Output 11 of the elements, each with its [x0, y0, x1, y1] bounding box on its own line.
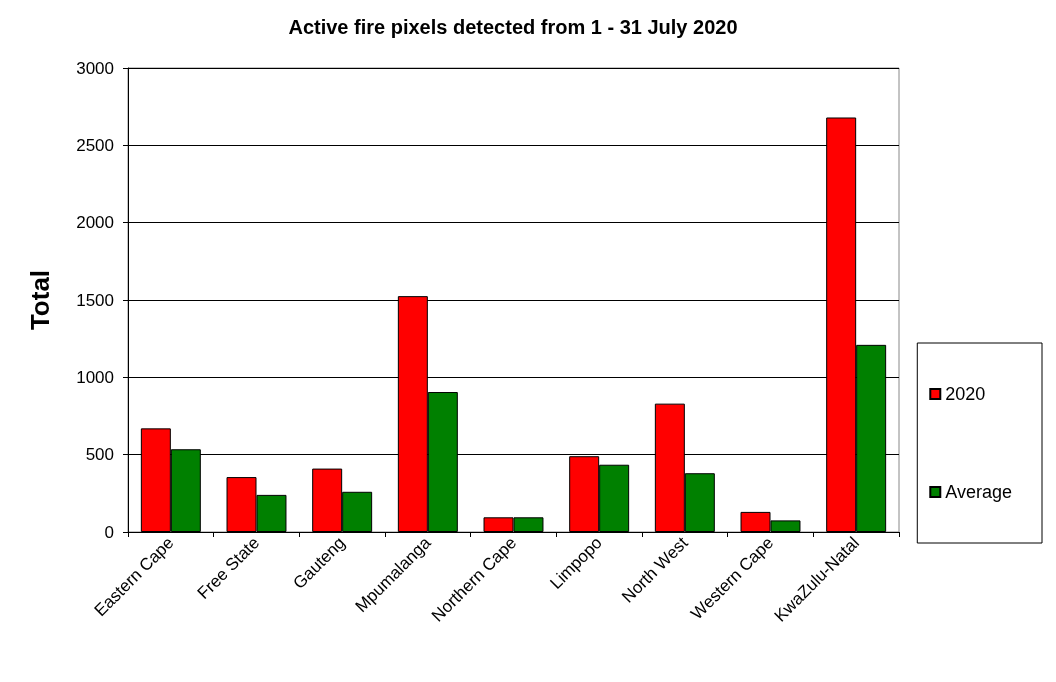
y-tick-label: 2000	[76, 213, 114, 233]
y-tick-label: 500	[85, 445, 114, 465]
y-tick-label: 1500	[76, 290, 114, 310]
legend-label: 2020	[945, 384, 986, 404]
legend-label: Average	[945, 482, 1012, 502]
y-tick-label: 3000	[76, 58, 114, 78]
y-tick-label: 0	[104, 522, 114, 542]
y-axis-title: Total	[25, 269, 55, 331]
y-tick-label: 1000	[76, 367, 114, 387]
chart-title: Active fire pixels detected from 1 - 31 July 2020	[288, 16, 738, 38]
y-tick-label: 2500	[76, 135, 114, 155]
